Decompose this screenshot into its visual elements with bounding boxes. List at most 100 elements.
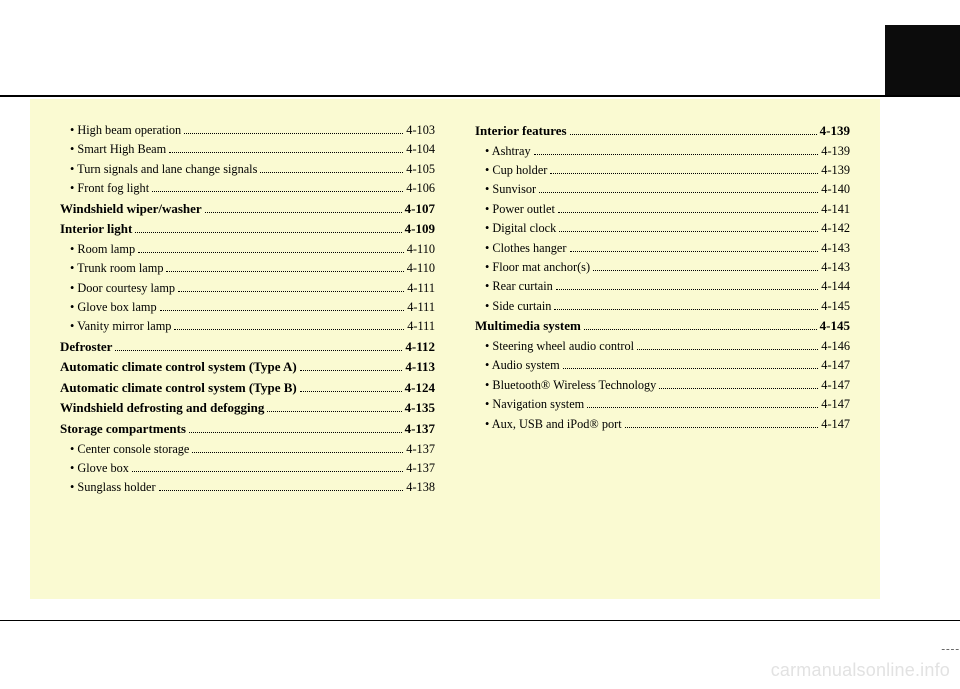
toc-sub-row: • Room lamp 4-110 [60, 240, 435, 259]
toc-page-number: 4-146 [821, 337, 850, 356]
toc-leader-dots [539, 184, 818, 194]
toc-sub-row: • Center console storage 4-137 [60, 440, 435, 459]
toc-section-row: Windshield wiper/washer 4-107 [60, 199, 435, 220]
toc-page-number: 4-106 [406, 179, 435, 198]
toc-label: Interior light [60, 219, 132, 240]
toc-label: Defroster [60, 337, 112, 358]
toc-section-row: Defroster 4-112 [60, 337, 435, 358]
toc-label: • Center console storage [60, 440, 189, 459]
toc-page-number: 4-107 [405, 199, 435, 220]
toc-page-number: 4-110 [407, 259, 435, 278]
toc-section-row: Multimedia system 4-145 [475, 316, 850, 337]
toc-leader-dots [556, 281, 818, 291]
toc-label: • Room lamp [60, 240, 135, 259]
toc-page-number: 4-113 [405, 357, 435, 378]
toc-leader-dots [135, 223, 401, 233]
toc-leader-dots [593, 261, 818, 271]
toc-leader-dots [115, 341, 402, 351]
toc-panel: • High beam operation4-103• Smart High B… [30, 99, 880, 599]
toc-label: • Front fog light [60, 179, 149, 198]
toc-leader-dots [189, 423, 402, 433]
toc-sub-row: • Glove box4-137 [60, 459, 435, 478]
toc-leader-dots [637, 340, 818, 350]
toc-label: • Rear curtain [475, 277, 553, 296]
toc-sub-row: • Side curtain4-145 [475, 297, 850, 316]
section-tab [885, 25, 960, 95]
toc-page-number: 4-112 [405, 337, 435, 358]
toc-section-row: Windshield defrosting and defogging4-135 [60, 398, 435, 419]
toc-sub-row: • Front fog light 4-106 [60, 179, 435, 198]
page-dashes: ---- [941, 643, 960, 655]
toc-page-number: 4-110 [407, 240, 435, 259]
toc-sub-row: • Steering wheel audio control 4-146 [475, 337, 850, 356]
toc-section-row: Interior light 4-109 [60, 219, 435, 240]
toc-label: • Cup holder [475, 161, 547, 180]
toc-label: • Ashtray [475, 142, 531, 161]
toc-sub-row: • Power outlet 4-141 [475, 200, 850, 219]
toc-leader-dots [160, 301, 405, 311]
toc-leader-dots [570, 125, 817, 135]
toc-leader-dots [587, 399, 818, 409]
toc-page-number: 4-105 [406, 160, 435, 179]
toc-label: • Navigation system [475, 395, 584, 414]
toc-page-number: 4-137 [406, 440, 435, 459]
toc-page-number: 4-111 [407, 298, 435, 317]
toc-page-number: 4-109 [405, 219, 435, 240]
toc-label: Windshield wiper/washer [60, 199, 202, 220]
toc-sub-row: • Aux, USB and iPod® port4-147 [475, 415, 850, 434]
toc-page-number: 4-139 [821, 161, 850, 180]
toc-sub-row: • High beam operation4-103 [60, 121, 435, 140]
toc-label: • Sunvisor [475, 180, 536, 199]
toc-leader-dots [559, 223, 818, 233]
toc-label: • Glove box lamp [60, 298, 157, 317]
toc-leader-dots [625, 418, 819, 428]
toc-page-number: 4-139 [821, 142, 850, 161]
toc-label: • Side curtain [475, 297, 551, 316]
toc-label: Automatic climate control system (Type B… [60, 378, 297, 399]
toc-leader-dots [570, 242, 819, 252]
toc-label: • Smart High Beam [60, 140, 166, 159]
toc-page-number: 4-141 [821, 200, 850, 219]
toc-label: Multimedia system [475, 316, 581, 337]
toc-label: Automatic climate control system (Type A… [60, 357, 297, 378]
toc-sub-row: • Floor mat anchor(s)4-143 [475, 258, 850, 277]
toc-page-number: 4-104 [406, 140, 435, 159]
toc-page-number: 4-103 [406, 121, 435, 140]
toc-leader-dots [159, 482, 404, 492]
toc-sub-row: • Clothes hanger4-143 [475, 239, 850, 258]
toc-leader-dots [300, 382, 402, 392]
toc-page-number: 4-144 [821, 277, 850, 296]
toc-leader-dots [563, 360, 819, 370]
toc-label: • Steering wheel audio control [475, 337, 634, 356]
toc-leader-dots [534, 145, 819, 155]
toc-leader-dots [138, 243, 404, 253]
toc-leader-dots [554, 300, 818, 310]
toc-page-number: 4-111 [407, 279, 435, 298]
toc-page-number: 4-147 [821, 395, 850, 414]
toc-label: • Sunglass holder [60, 478, 156, 497]
toc-leader-dots [192, 443, 403, 453]
toc-page-number: 4-111 [407, 317, 435, 336]
toc-leader-dots [169, 144, 403, 154]
toc-sub-row: • Bluetooth® Wireless Technology4-147 [475, 376, 850, 395]
manual-page: • High beam operation4-103• Smart High B… [0, 0, 960, 689]
toc-page-number: 4-138 [406, 478, 435, 497]
toc-page-number: 4-145 [820, 316, 850, 337]
toc-label: Windshield defrosting and defogging [60, 398, 264, 419]
toc-page-number: 4-124 [405, 378, 435, 399]
toc-sub-row: • Digital clock4-142 [475, 219, 850, 238]
toc-column-right: Interior features4-139• Ashtray 4-139 • Cu… [475, 121, 850, 579]
toc-leader-dots [184, 124, 403, 134]
toc-page-number: 4-142 [821, 219, 850, 238]
toc-page-number: 4-143 [821, 239, 850, 258]
toc-label: • Power outlet [475, 200, 555, 219]
toc-label: • Turn signals and lane change signals [60, 160, 257, 179]
toc-page-number: 4-147 [821, 376, 850, 395]
toc-sub-row: • Trunk room lamp4-110 [60, 259, 435, 278]
toc-section-row: Automatic climate control system (Type B… [60, 378, 435, 399]
toc-leader-dots [178, 282, 404, 292]
toc-sub-row: • Rear curtain 4-144 [475, 277, 850, 296]
toc-leader-dots [267, 402, 401, 412]
toc-leader-dots [659, 379, 818, 389]
toc-section-row: Interior features4-139 [475, 121, 850, 142]
